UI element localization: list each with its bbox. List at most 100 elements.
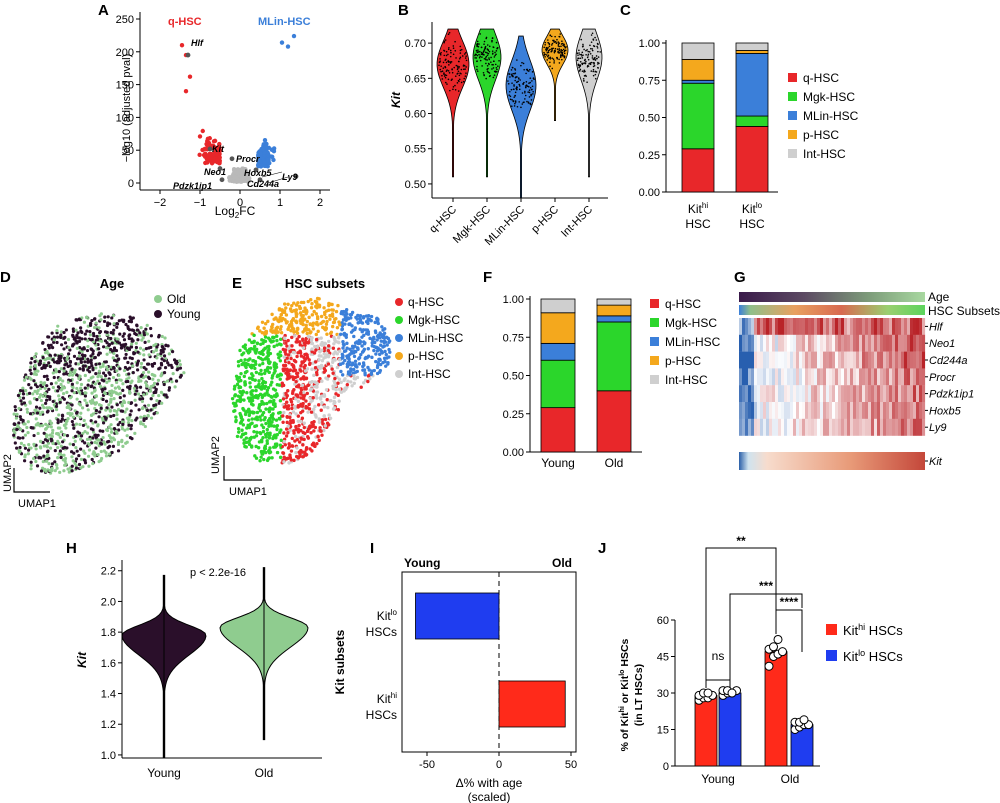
cell-mgk-hsc — [259, 418, 263, 422]
old-cell — [110, 383, 114, 388]
old-cell — [66, 403, 70, 407]
young-cell — [122, 332, 126, 336]
heatmap-cell — [754, 334, 758, 352]
cell-q-hsc — [305, 391, 309, 396]
heatmap-cell — [907, 334, 911, 352]
heatmap-cell — [808, 385, 812, 403]
young-cell — [32, 433, 36, 438]
cell-dot — [587, 55, 589, 57]
cell-dot — [549, 58, 552, 60]
cell-dot — [475, 49, 478, 52]
cell-q-hsc — [292, 431, 296, 435]
labeled-gene-point-pdzk1ip1 — [219, 177, 225, 183]
young-cell — [50, 331, 54, 335]
old-cell — [81, 406, 85, 410]
cell-mgk-hsc — [260, 452, 265, 456]
heatmap-cell — [784, 368, 788, 386]
young-cell — [46, 394, 50, 399]
cell-dot — [548, 45, 551, 48]
young-cell — [62, 366, 66, 371]
cell-int-hsc — [296, 419, 300, 423]
cell-int-hsc — [315, 396, 319, 400]
cell-dot — [476, 40, 479, 43]
cell-dot — [529, 86, 532, 89]
cell-dot — [443, 72, 445, 74]
heatmap-cell — [886, 318, 890, 335]
cell-dot — [581, 70, 584, 72]
cell-q-hsc — [296, 414, 301, 418]
young-cell — [90, 337, 94, 342]
old-cell — [45, 445, 49, 449]
heatmap-cell — [907, 385, 911, 403]
y-tick-label: 250 — [116, 14, 134, 26]
young-cell — [162, 382, 166, 387]
cell-q-hsc — [299, 377, 303, 381]
heatmap-cell — [820, 368, 824, 386]
cell-dot — [563, 52, 566, 55]
cell-mlin-hsc — [345, 346, 349, 350]
cell-int-hsc — [335, 352, 340, 356]
mlin-hsc-point — [257, 159, 262, 164]
panel-h-violins: 1.01.21.41.61.82.02.2 Young Old p < 2.2e… — [75, 560, 322, 780]
cell-dot — [487, 62, 490, 65]
cell-mgk-hsc — [271, 412, 275, 416]
cell-mgk-hsc — [277, 356, 281, 360]
cell-dot — [476, 43, 478, 46]
heatmap-cell — [778, 334, 782, 352]
cell-int-hsc — [288, 413, 292, 417]
old-cell — [103, 392, 107, 396]
legend-label-q-hsc: q-HSC — [803, 71, 839, 85]
cell-dot — [586, 56, 589, 59]
cell-dot — [526, 85, 529, 87]
cell-dot — [449, 55, 452, 58]
x-label-int-hsc: Int-HSC — [559, 204, 595, 240]
cell-q-hsc — [303, 352, 307, 357]
young-cell — [49, 437, 53, 441]
cell-dot — [524, 86, 527, 89]
heatmap-cell — [856, 402, 860, 419]
cell-dot — [483, 57, 486, 60]
old-cell — [16, 425, 20, 429]
cell-dot — [492, 52, 494, 55]
cell-dot — [440, 65, 442, 67]
cell-dot — [558, 62, 561, 64]
heatmap-cell — [832, 318, 836, 335]
young-cell — [72, 426, 76, 430]
young-cell — [43, 347, 47, 352]
cell-dot — [483, 43, 485, 45]
cell-int-hsc — [332, 352, 336, 356]
y-tick-label: 200 — [116, 47, 134, 59]
cell-int-hsc — [319, 354, 323, 358]
cell-p-hsc — [311, 323, 315, 328]
heatmap-cell — [916, 318, 920, 335]
heatmap-cell — [823, 318, 827, 335]
cell-q-hsc — [294, 379, 298, 384]
cell-dot — [529, 102, 532, 105]
cell-mgk-hsc — [265, 345, 270, 349]
cell-dot — [521, 61, 523, 64]
heatmap-cell — [847, 385, 851, 403]
outlier-point — [279, 40, 285, 45]
cell-int-hsc — [322, 356, 326, 360]
old-cell — [125, 434, 129, 438]
old-cell — [83, 429, 87, 434]
cell-q-hsc — [283, 333, 287, 338]
panel-g-heatmap-rows — [739, 318, 926, 436]
cell-dot — [531, 71, 534, 73]
cell-mlin-hsc — [357, 362, 362, 366]
heatmap-cell — [871, 318, 875, 335]
young-cell — [152, 361, 157, 366]
cell-q-hsc — [317, 403, 321, 407]
y-tick-label: 1.0 — [101, 750, 116, 762]
cell-mgk-hsc — [250, 372, 254, 376]
old-cell — [45, 459, 49, 463]
cell-q-hsc — [284, 352, 288, 356]
old-cell — [65, 390, 69, 394]
cell-mlin-hsc — [340, 352, 345, 357]
heatmap-cell — [811, 385, 815, 403]
old-cell — [23, 455, 27, 459]
ns-point — [241, 175, 247, 180]
cell-dot — [465, 66, 467, 68]
old-cell — [76, 362, 81, 366]
